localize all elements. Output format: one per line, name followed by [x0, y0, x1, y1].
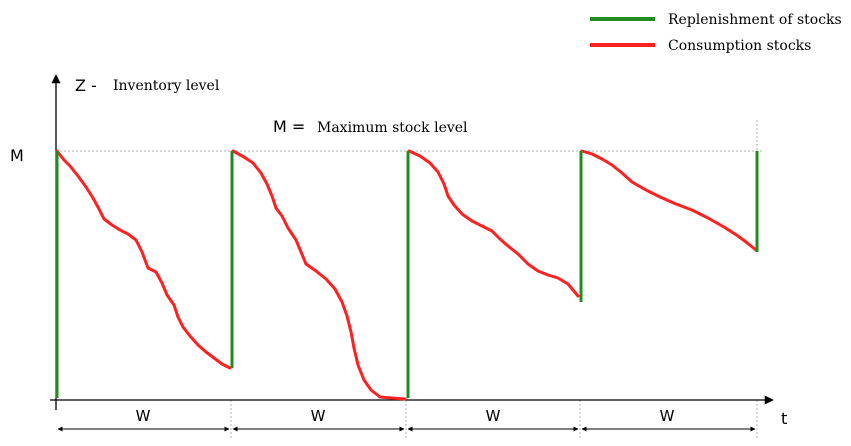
x-axis-label: t [781, 409, 787, 428]
period-dimensions: W W W W [57, 407, 756, 432]
period-label-1: W [136, 407, 151, 425]
consumption-curve-3 [407, 149, 580, 298]
consumption-curve-4 [580, 149, 758, 252]
y-axis-title: Inventory level [113, 78, 220, 94]
replenishment-lines [55, 151, 759, 398]
period-label-4: W [660, 407, 675, 425]
legend-consumption-label: Consumption stocks [668, 38, 811, 54]
max-level-symbol: M = [273, 117, 305, 136]
max-level-title: Maximum stock level [317, 120, 468, 136]
y-axis-symbol: Z - [75, 76, 97, 95]
y-tick-label-m: M [10, 146, 24, 165]
period-label-2: W [311, 407, 326, 425]
period-separators [230, 120, 758, 440]
consumption-curve-2 [231, 149, 407, 401]
consumption-curves [55, 149, 758, 401]
legend-replenishment-label: Replenishment of stocks [668, 12, 842, 28]
consumption-curve-1 [55, 149, 232, 370]
period-label-3: W [486, 407, 501, 425]
legend: Replenishment of stocks Consumption stoc… [590, 12, 842, 54]
